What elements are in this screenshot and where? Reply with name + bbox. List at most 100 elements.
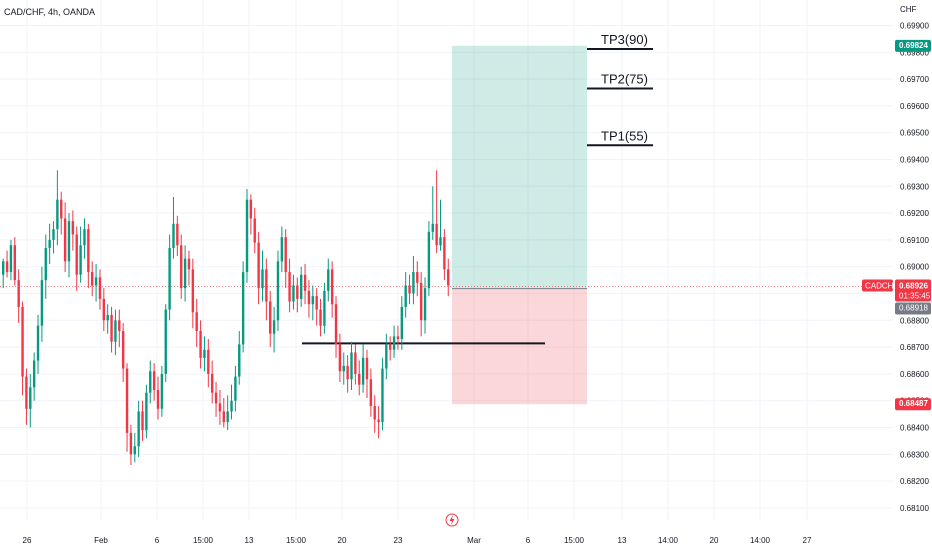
- candle[interactable]: [423, 288, 427, 321]
- candle[interactable]: [327, 269, 330, 291]
- candle[interactable]: [199, 331, 202, 358]
- candle[interactable]: [203, 349, 206, 358]
- candle[interactable]: [396, 336, 400, 340]
- candle[interactable]: [32, 360, 36, 388]
- candle[interactable]: [52, 229, 55, 240]
- candle[interactable]: [269, 301, 272, 334]
- candle[interactable]: [234, 376, 237, 401]
- candle[interactable]: [303, 274, 307, 291]
- candle[interactable]: [13, 245, 17, 281]
- candle[interactable]: [427, 231, 431, 289]
- candle[interactable]: [63, 218, 67, 262]
- candle[interactable]: [110, 314, 113, 342]
- candle[interactable]: [195, 312, 198, 332]
- candle[interactable]: [346, 365, 349, 380]
- candle[interactable]: [222, 411, 225, 423]
- candle[interactable]: [253, 218, 256, 243]
- candle[interactable]: [330, 269, 334, 305]
- candle[interactable]: [284, 237, 287, 273]
- candle[interactable]: [25, 376, 28, 409]
- candle[interactable]: [299, 274, 303, 299]
- candle[interactable]: [168, 247, 171, 310]
- candle[interactable]: [296, 285, 299, 299]
- candle[interactable]: [311, 296, 314, 305]
- candle[interactable]: [145, 392, 148, 431]
- candle[interactable]: [334, 304, 338, 345]
- candle[interactable]: [419, 282, 423, 321]
- candle[interactable]: [48, 239, 51, 248]
- candle[interactable]: [180, 245, 183, 289]
- candle[interactable]: [261, 269, 264, 289]
- candle[interactable]: [172, 223, 175, 248]
- candle[interactable]: [60, 199, 63, 219]
- candle[interactable]: [121, 331, 125, 369]
- candle[interactable]: [29, 387, 32, 409]
- candle[interactable]: [164, 309, 167, 374]
- candle[interactable]: [226, 411, 229, 423]
- candle[interactable]: [79, 245, 82, 275]
- candle[interactable]: [44, 247, 47, 281]
- candle[interactable]: [272, 320, 276, 334]
- candle[interactable]: [210, 373, 214, 393]
- candle[interactable]: [133, 446, 136, 455]
- candle[interactable]: [385, 344, 388, 369]
- candle[interactable]: [447, 269, 450, 286]
- price-axis[interactable]: [893, 0, 932, 550]
- candle[interactable]: [392, 336, 396, 350]
- candle[interactable]: [369, 379, 373, 407]
- candle[interactable]: [323, 290, 326, 326]
- candle[interactable]: [91, 272, 94, 286]
- candle[interactable]: [87, 229, 90, 273]
- candle[interactable]: [249, 199, 253, 219]
- candle[interactable]: [176, 223, 179, 246]
- candle[interactable]: [21, 306, 24, 377]
- candle[interactable]: [241, 272, 245, 345]
- candle[interactable]: [404, 285, 407, 307]
- candle[interactable]: [149, 371, 152, 393]
- candle[interactable]: [40, 280, 44, 326]
- candle[interactable]: [361, 357, 365, 385]
- candle[interactable]: [102, 298, 106, 321]
- candle[interactable]: [56, 199, 59, 230]
- candle[interactable]: [183, 258, 187, 289]
- candle[interactable]: [238, 344, 241, 377]
- candle[interactable]: [412, 272, 415, 294]
- candle[interactable]: [71, 221, 75, 235]
- candle[interactable]: [342, 365, 345, 372]
- candle[interactable]: [288, 272, 291, 302]
- candle[interactable]: [36, 325, 40, 361]
- candle[interactable]: [338, 344, 342, 372]
- candle[interactable]: [416, 272, 419, 283]
- candle[interactable]: [5, 261, 9, 273]
- candle[interactable]: [245, 199, 249, 273]
- candle[interactable]: [156, 390, 160, 409]
- candle[interactable]: [125, 368, 129, 433]
- candle[interactable]: [187, 258, 191, 270]
- candle[interactable]: [350, 352, 353, 380]
- candle[interactable]: [114, 320, 117, 342]
- candle[interactable]: [358, 373, 361, 385]
- candle[interactable]: [9, 245, 13, 273]
- candle[interactable]: [292, 285, 295, 302]
- candle[interactable]: [94, 277, 98, 286]
- candle[interactable]: [315, 296, 318, 310]
- candle[interactable]: [431, 223, 434, 232]
- candle[interactable]: [106, 314, 109, 321]
- loss-zone[interactable]: [452, 288, 587, 405]
- candle[interactable]: [218, 403, 222, 412]
- candle[interactable]: [129, 432, 133, 455]
- candle[interactable]: [152, 371, 156, 390]
- candle[interactable]: [365, 357, 369, 380]
- candle[interactable]: [191, 269, 195, 313]
- candle[interactable]: [98, 277, 102, 299]
- candle[interactable]: [354, 352, 357, 374]
- candle[interactable]: [443, 237, 446, 270]
- candle[interactable]: [230, 400, 233, 412]
- candle[interactable]: [400, 306, 404, 340]
- candle[interactable]: [439, 237, 442, 246]
- candle[interactable]: [280, 237, 284, 262]
- candle[interactable]: [257, 242, 260, 289]
- candle[interactable]: [408, 285, 411, 294]
